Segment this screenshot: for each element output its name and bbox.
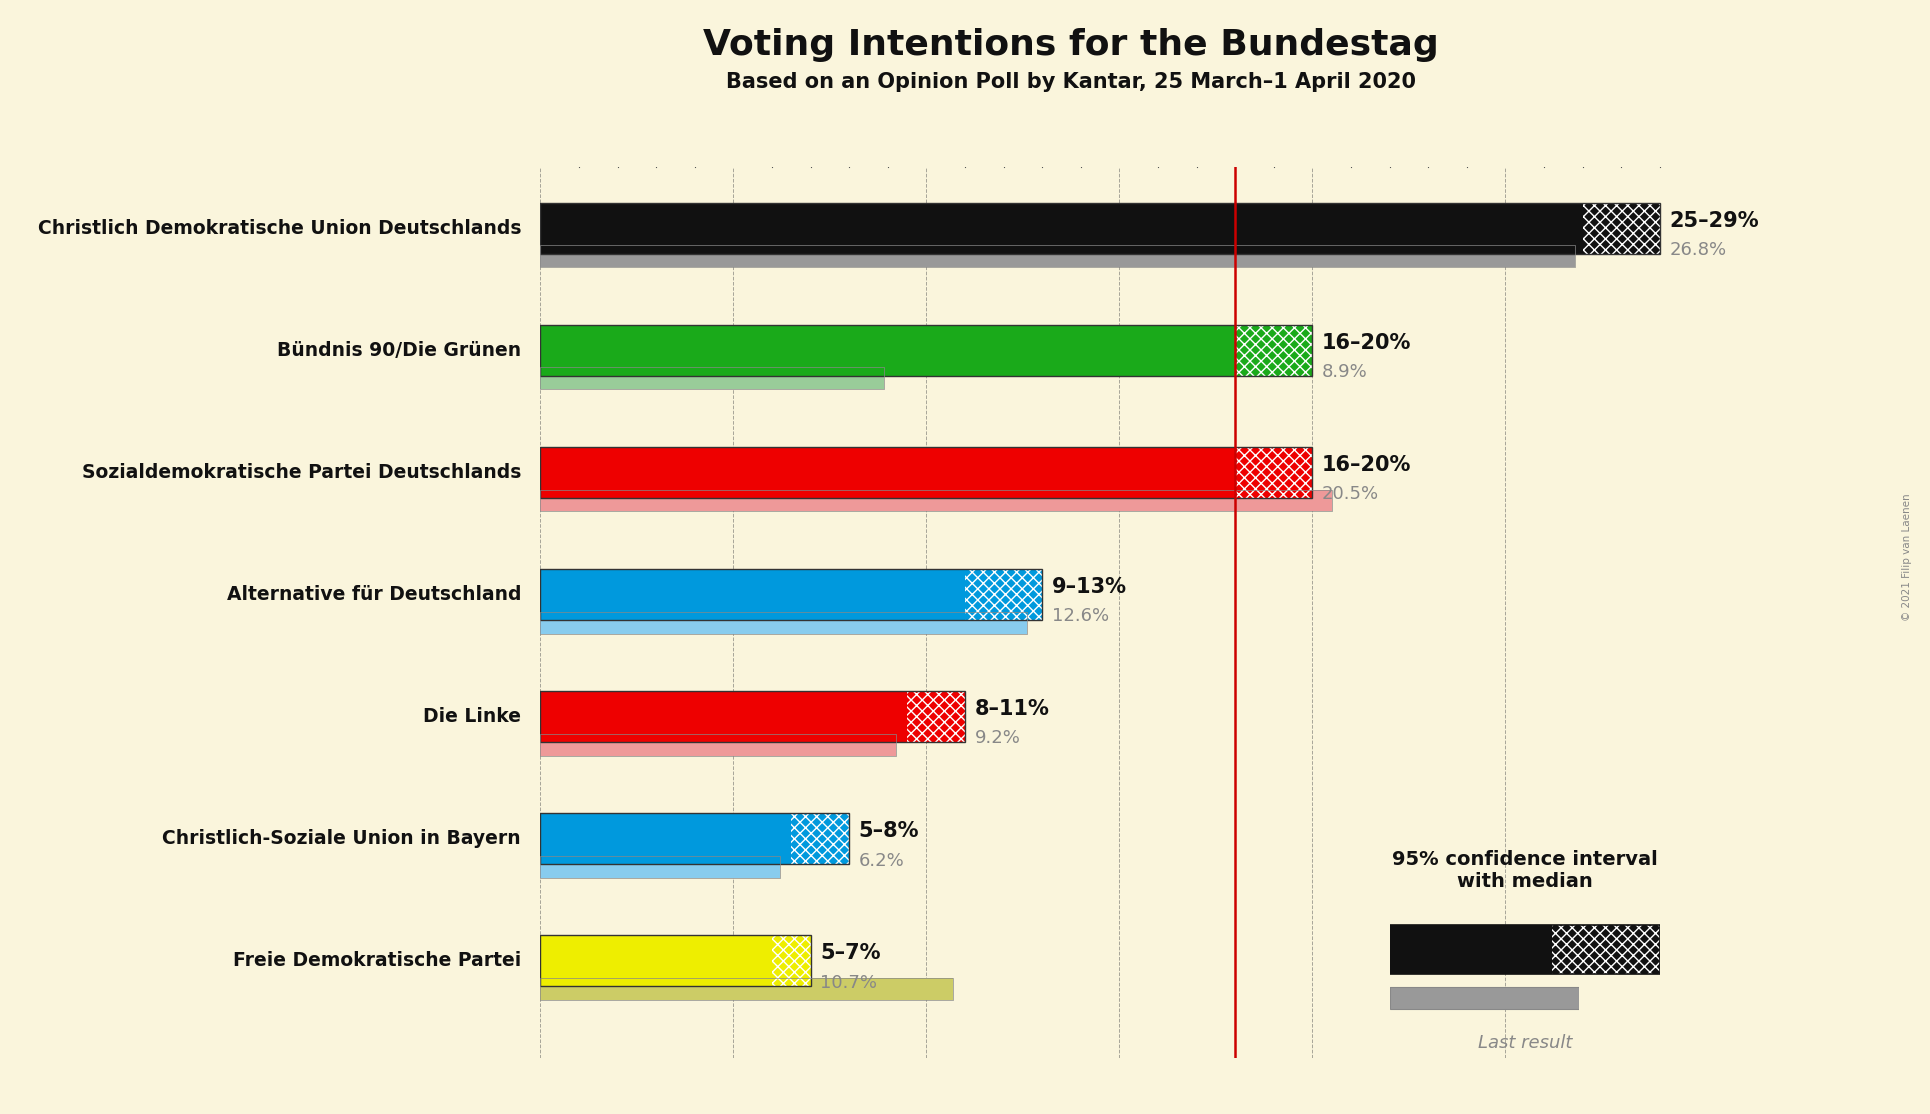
Bar [1235,447,1312,498]
Text: © 2021 Filip van Laenen: © 2021 Filip van Laenen [1901,494,1913,620]
Text: Alternative für Deutschland: Alternative für Deutschland [226,585,521,604]
Bar [540,813,849,864]
Bar [1390,925,1660,974]
Bar [540,978,953,1000]
Bar [540,203,1583,254]
Bar [540,935,811,986]
Bar [540,612,1027,634]
Text: 8–11%: 8–11% [975,700,1050,720]
Text: 5–7%: 5–7% [820,944,880,964]
Bar [540,203,1660,254]
Bar [965,569,1042,620]
Bar [540,245,1575,267]
Bar [540,978,953,1000]
Bar [907,691,965,742]
Bar [540,368,884,390]
Bar [540,569,1042,620]
Text: 20.5%: 20.5% [1322,486,1380,504]
Bar [1390,987,1579,1009]
Bar [965,569,1042,620]
Bar [540,324,1235,375]
Text: 9.2%: 9.2% [975,730,1021,747]
Bar [772,935,811,986]
Bar [1390,987,1579,1009]
Text: 12.6%: 12.6% [1052,607,1110,625]
Text: Last result: Last result [1478,1034,1571,1052]
Bar [540,569,965,620]
Bar [1235,447,1312,498]
Bar [540,489,1332,511]
Text: 5–8%: 5–8% [859,821,919,841]
Text: 25–29%: 25–29% [1669,211,1758,231]
Bar [1583,203,1660,254]
Bar [1235,324,1312,375]
Bar [540,935,772,986]
Text: 6.2%: 6.2% [859,851,905,870]
Bar [1552,925,1660,974]
Bar [540,734,896,755]
Bar [1235,324,1312,375]
Text: 9–13%: 9–13% [1052,577,1127,597]
Bar [540,368,884,390]
Bar [540,856,780,878]
Text: Christlich-Soziale Union in Bayern: Christlich-Soziale Union in Bayern [162,829,521,848]
Bar [540,324,1312,375]
Text: 26.8%: 26.8% [1669,241,1727,260]
Bar [772,935,811,986]
Bar [540,447,1235,498]
Text: 95% confidence interval
with median: 95% confidence interval with median [1392,850,1658,891]
Bar [540,489,1332,511]
Text: 8.9%: 8.9% [1322,363,1368,381]
Text: 16–20%: 16–20% [1322,455,1411,475]
Bar [540,856,780,878]
Text: Based on an Opinion Poll by Kantar, 25 March–1 April 2020: Based on an Opinion Poll by Kantar, 25 M… [726,72,1417,92]
Bar [540,612,1027,634]
Bar [540,245,1575,267]
Bar [540,691,907,742]
Bar [1583,203,1660,254]
Bar [540,734,896,755]
Text: Christlich Demokratische Union Deutschlands: Christlich Demokratische Union Deutschla… [37,218,521,237]
Bar [540,447,1312,498]
Text: Freie Demokratische Partei: Freie Demokratische Partei [234,951,521,970]
Bar [540,691,965,742]
Text: Die Linke: Die Linke [423,707,521,726]
Bar [791,813,849,864]
Bar [1390,925,1552,974]
Text: Bündnis 90/Die Grünen: Bündnis 90/Die Grünen [278,341,521,360]
Bar [907,691,965,742]
Bar [540,813,791,864]
Text: Sozialdemokratische Partei Deutschlands: Sozialdemokratische Partei Deutschlands [81,462,521,482]
Text: 16–20%: 16–20% [1322,333,1411,353]
Bar [1552,925,1660,974]
Bar [791,813,849,864]
Text: Voting Intentions for the Bundestag: Voting Intentions for the Bundestag [703,28,1440,62]
Text: 10.7%: 10.7% [820,974,878,991]
